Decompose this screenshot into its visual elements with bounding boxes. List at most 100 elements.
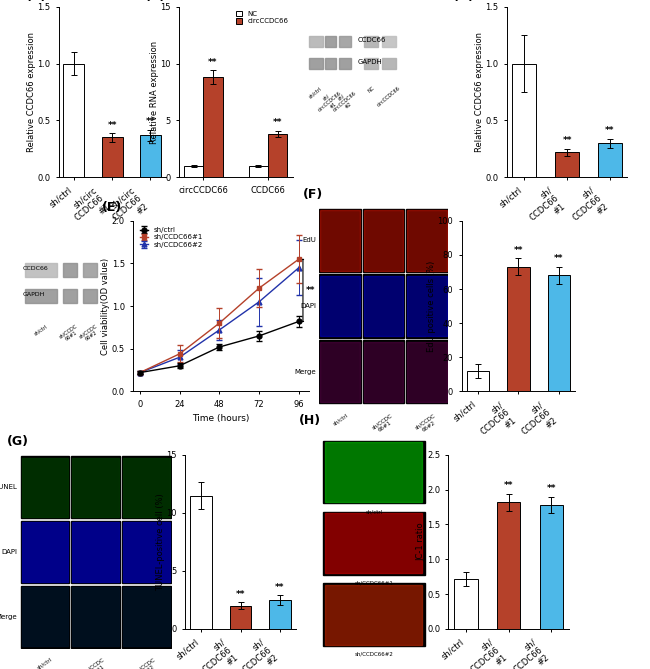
Bar — [309, 58, 322, 68]
Bar — [407, 210, 447, 270]
Bar — [548, 276, 570, 391]
Bar — [555, 153, 579, 177]
Bar — [323, 583, 424, 646]
Bar — [124, 522, 170, 581]
Bar — [190, 496, 212, 629]
Text: TUNEL: TUNEL — [0, 484, 17, 490]
Bar — [323, 512, 424, 575]
Text: sh/ctrl: sh/ctrl — [332, 413, 348, 427]
Text: DAPI: DAPI — [1, 549, 17, 555]
Bar — [406, 274, 448, 338]
Bar — [319, 274, 361, 338]
Text: (H): (H) — [298, 414, 320, 427]
Text: **: ** — [562, 136, 572, 145]
Text: sh/
circCCDC66
#2: sh/ circCCDC66 #2 — [328, 86, 361, 117]
Y-axis label: Cell viability(OD value): Cell viability(OD value) — [101, 258, 111, 355]
Text: **: ** — [504, 482, 514, 490]
Bar — [406, 209, 448, 272]
Text: sh/CCDC66#2: sh/CCDC66#2 — [354, 652, 393, 657]
Bar — [325, 442, 422, 502]
Bar — [363, 274, 404, 338]
Bar — [83, 263, 97, 278]
Bar — [122, 456, 171, 518]
X-axis label: Time (hours): Time (hours) — [192, 414, 250, 423]
Bar — [63, 263, 77, 278]
Bar — [21, 587, 68, 646]
Text: (D): (D) — [453, 0, 475, 3]
Bar — [339, 58, 350, 68]
Text: sh/ctrl: sh/ctrl — [365, 509, 382, 514]
Bar — [72, 587, 120, 646]
Text: sh/CCDC
66#1: sh/CCDC 66#1 — [83, 657, 109, 669]
Text: EdU: EdU — [302, 237, 317, 244]
Bar — [407, 276, 447, 337]
Y-axis label: Relative CCDC66 expression: Relative CCDC66 expression — [475, 32, 484, 152]
Text: (A): (A) — [26, 0, 47, 3]
Bar — [598, 143, 622, 177]
Bar — [21, 456, 70, 518]
Bar — [25, 263, 57, 278]
Bar — [124, 458, 170, 517]
Bar — [454, 579, 478, 629]
Bar — [309, 36, 322, 47]
Bar — [268, 134, 287, 177]
Text: Merge: Merge — [294, 369, 317, 375]
Bar — [339, 36, 350, 47]
Bar — [269, 600, 291, 629]
Bar — [83, 289, 97, 303]
Text: **: ** — [605, 126, 615, 135]
Bar — [325, 513, 422, 573]
Bar — [320, 210, 360, 270]
Bar — [363, 341, 404, 403]
Text: NC: NC — [367, 86, 375, 94]
Text: DAPI: DAPI — [300, 303, 317, 309]
Y-axis label: Relative CCDC66 expression: Relative CCDC66 expression — [27, 32, 36, 152]
Bar — [248, 166, 268, 177]
Bar — [363, 276, 404, 337]
Bar — [21, 458, 68, 517]
Bar — [72, 458, 120, 517]
Bar — [229, 605, 252, 629]
Bar — [319, 209, 361, 272]
Bar — [72, 522, 120, 581]
Bar — [122, 585, 171, 648]
Bar — [497, 502, 521, 629]
Text: **: ** — [273, 118, 282, 127]
Text: **: ** — [554, 254, 564, 264]
Bar — [319, 341, 361, 403]
Text: **: ** — [275, 583, 285, 592]
Text: sh/ctrl: sh/ctrl — [36, 657, 53, 669]
Y-axis label: JC-1 ratio: JC-1 ratio — [417, 522, 426, 561]
Bar — [63, 289, 77, 303]
Text: sh/CCDC66#1: sh/CCDC66#1 — [354, 581, 393, 585]
Bar — [124, 587, 170, 646]
Bar — [325, 585, 422, 645]
Bar — [101, 138, 123, 177]
Bar — [72, 585, 120, 648]
Bar — [64, 64, 84, 177]
Bar — [72, 456, 120, 518]
Text: **: ** — [208, 58, 218, 67]
Text: CCDC66: CCDC66 — [358, 37, 387, 43]
Text: **: ** — [146, 117, 155, 126]
Bar — [407, 342, 447, 402]
Bar — [365, 36, 378, 47]
Text: sh/CCDC
66#2: sh/CCDC 66#2 — [78, 323, 102, 345]
Bar — [184, 166, 203, 177]
Text: sh/ctrl: sh/ctrl — [308, 86, 323, 100]
Bar — [507, 267, 530, 391]
Text: sh/CCDC
66#2: sh/CCDC 66#2 — [414, 413, 439, 435]
Bar — [320, 276, 360, 337]
Bar — [140, 135, 161, 177]
Bar — [21, 521, 70, 583]
Bar — [21, 522, 68, 581]
Text: GAPDH: GAPDH — [23, 292, 45, 297]
Text: sh/CCDC
66#1: sh/CCDC 66#1 — [58, 323, 82, 345]
Bar — [363, 209, 404, 272]
Y-axis label: EdU positive cells (%): EdU positive cells (%) — [427, 260, 436, 352]
Legend: NC, circCCDC66: NC, circCCDC66 — [235, 10, 289, 25]
Text: CCDC66: CCDC66 — [23, 266, 48, 271]
Bar — [540, 505, 564, 629]
Bar — [325, 36, 335, 47]
Text: (E): (E) — [101, 201, 122, 213]
